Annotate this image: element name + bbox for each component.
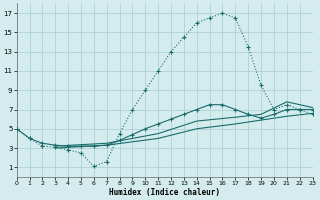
X-axis label: Humidex (Indice chaleur): Humidex (Indice chaleur) [109, 188, 220, 197]
